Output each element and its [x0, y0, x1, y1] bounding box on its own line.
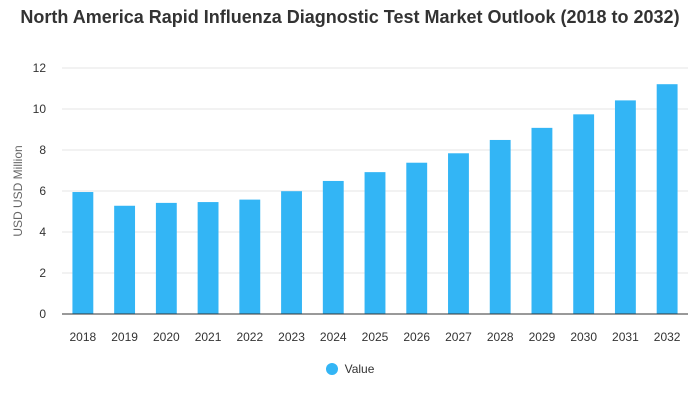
bar-2020[interactable]: [155, 202, 177, 314]
bar-2018[interactable]: [72, 192, 94, 314]
chart-title: North America Rapid Influenza Diagnostic…: [20, 7, 680, 27]
x-tick-label: 2018: [70, 330, 97, 344]
y-axis-title: USD USD Million: [11, 145, 25, 236]
bar-2028[interactable]: [489, 139, 511, 314]
x-tick-label: 2029: [529, 330, 556, 344]
x-tick-label: 2032: [654, 330, 681, 344]
bar-2031[interactable]: [614, 100, 636, 314]
y-tick-label: 2: [39, 266, 46, 280]
y-axis-ticks: 0 2 4 6 8 10 12: [33, 61, 47, 321]
y-tick-label: 8: [39, 143, 46, 157]
legend: Value: [0, 362, 700, 376]
bar-2021[interactable]: [197, 202, 219, 314]
bar-2024[interactable]: [322, 180, 344, 314]
bar-2027[interactable]: [448, 153, 469, 314]
y-tick-label: 10: [33, 102, 47, 116]
bar-2030[interactable]: [573, 114, 595, 314]
x-tick-label: 2027: [445, 330, 472, 344]
x-tick-label: 2019: [111, 330, 138, 344]
y-tick-label: 4: [39, 225, 46, 239]
bar-2022[interactable]: [239, 199, 261, 314]
x-tick-label: 2022: [236, 330, 263, 344]
bar-2019[interactable]: [114, 205, 136, 314]
bar-2023[interactable]: [281, 191, 302, 314]
bar-2032[interactable]: [656, 84, 678, 314]
x-axis-ticks: 2018 2019 2020 2021 2022 2023 2024 2025 2026 2027…: [70, 330, 681, 344]
x-tick-label: 2031: [612, 330, 639, 344]
y-tick-label: 0: [39, 307, 46, 321]
y-tick-label: 6: [39, 184, 46, 198]
x-tick-label: 2021: [195, 330, 222, 344]
legend-label: Value: [344, 362, 375, 376]
bar-2029[interactable]: [531, 127, 553, 314]
bars: [72, 84, 678, 314]
bar-2026[interactable]: [406, 162, 428, 314]
x-tick-label: 2028: [487, 330, 514, 344]
x-tick-label: 2020: [153, 330, 180, 344]
x-tick-label: 2026: [403, 330, 430, 344]
x-tick-label: 2025: [362, 330, 389, 344]
x-tick-label: 2023: [278, 330, 305, 344]
x-tick-label: 2030: [570, 330, 597, 344]
y-tick-label: 12: [33, 61, 47, 75]
legend-swatch-icon: [325, 363, 338, 375]
bar-2025[interactable]: [364, 172, 386, 314]
legend-item-value[interactable]: Value: [325, 362, 375, 376]
x-tick-label: 2024: [320, 330, 347, 344]
